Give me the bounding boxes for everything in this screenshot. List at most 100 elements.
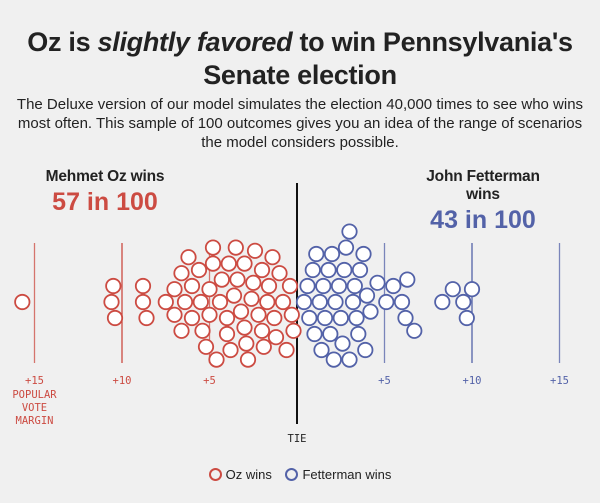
fetterman-outcome-dot — [357, 341, 374, 359]
fetterman-odds: 43 in 100 — [430, 206, 536, 234]
oz-outcome-dot — [183, 277, 201, 295]
legend-oz-label: Oz wins — [225, 467, 272, 482]
title-emphasis: slightly favored — [97, 27, 293, 57]
fetterman-outcome-dot — [385, 277, 402, 295]
oz-outcome-dot — [227, 239, 244, 256]
fetterman-outcome-dot — [406, 322, 423, 339]
oz-outcome-dot — [278, 341, 295, 359]
fetterman-outcome-dot — [341, 223, 358, 240]
oz-outcome-dot — [232, 303, 250, 320]
fetterman-outcome-dot — [308, 245, 325, 263]
oz-outcome-dot — [201, 306, 218, 323]
oz-outcome-dot — [264, 249, 281, 266]
oz-outcome-dot — [138, 309, 155, 327]
oz-outcome-dot — [204, 255, 222, 272]
oz-outcome-dot — [281, 277, 299, 295]
tick-label-fetterman--5: +5 — [378, 375, 391, 387]
fetterman-outcome-dot — [330, 277, 348, 295]
fetterman-outcome-dot — [320, 261, 337, 279]
oz-outcome-dot — [271, 265, 288, 282]
title-post: to win Pennsylvania's Senate election — [203, 27, 573, 90]
fetterman-outcome-dot — [336, 261, 353, 279]
oz-outcome-dot — [180, 249, 197, 266]
oz-outcome-dot — [253, 261, 271, 279]
fetterman-outcome-dot — [393, 293, 411, 311]
fetterman-outcome-dot — [463, 281, 481, 298]
oz-summary: Mehmet Oz wins 57 in 100 — [40, 168, 170, 217]
oz-outcome-dot — [197, 338, 215, 355]
oz-outcome-dot — [218, 309, 236, 327]
oz-outcome-dot — [166, 281, 183, 298]
tick-label-oz-10: +10 — [113, 375, 132, 387]
legend-oz-circle-icon — [208, 468, 222, 481]
oz-outcome-dot — [173, 265, 190, 282]
oz-outcome-dot — [238, 335, 255, 352]
oz-outcome-dot — [157, 293, 174, 311]
axis-title-line: MARGIN — [16, 415, 54, 427]
fetterman-outcome-dot — [322, 325, 339, 343]
oz-outcome-dot — [239, 351, 257, 368]
fetterman-summary: John Fetterman wins 43 in 100 — [408, 168, 558, 235]
tick-label-tie: TIE — [288, 433, 307, 445]
oz-outcome-dot — [192, 293, 209, 311]
outcome-dots — [14, 223, 481, 368]
fetterman-outcome-dot — [323, 245, 341, 263]
oz-outcome-dot — [176, 293, 194, 311]
fetterman-outcome-dot — [344, 293, 362, 311]
oz-outcome-dot — [267, 329, 285, 346]
oz-outcome-dot — [266, 309, 283, 327]
fetterman-outcome-dot — [304, 261, 321, 279]
fetterman-outcome-dot — [378, 293, 395, 311]
tick-label-oz-5: +5 — [203, 375, 216, 387]
oz-outcome-dot — [105, 277, 122, 295]
fetterman-name: John Fetterman wins — [426, 168, 540, 203]
oz-outcome-dot — [259, 293, 276, 311]
fetterman-outcome-dot — [358, 287, 376, 304]
oz-outcome-dot — [211, 293, 229, 311]
fetterman-outcome-dot — [306, 325, 323, 343]
oz-outcome-dot — [106, 309, 124, 327]
oz-outcome-dot — [213, 271, 230, 288]
oz-outcome-dot — [173, 322, 190, 339]
oz-outcome-dot — [222, 341, 239, 359]
oz-outcome-dot — [201, 281, 218, 298]
legend: Oz wins Fetterman wins — [0, 467, 600, 484]
fetterman-outcome-dot — [295, 293, 313, 311]
subtitle: The Deluxe version of our model simulate… — [16, 96, 584, 151]
legend-fetterman-label: Fetterman wins — [302, 467, 392, 482]
oz-outcome-dot — [134, 277, 152, 295]
tick-label-fetterman--15: +15 — [550, 375, 569, 387]
fetterman-outcome-dot — [434, 293, 451, 311]
fetterman-outcome-dot — [315, 277, 332, 295]
fetterman-outcome-dot — [337, 239, 355, 256]
oz-outcome-dot — [250, 306, 267, 323]
oz-outcome-dot — [194, 322, 211, 339]
oz-outcome-dot — [285, 322, 302, 339]
fetterman-outcome-dot — [299, 277, 316, 295]
oz-name: Mehmet Oz wins — [45, 168, 165, 185]
fetterman-outcome-dot — [362, 303, 379, 320]
fetterman-outcome-dot — [455, 293, 472, 311]
oz-outcome-dot — [243, 290, 260, 307]
oz-outcome-dot — [236, 319, 253, 336]
oz-outcome-dot — [208, 351, 225, 368]
fetterman-outcome-dot — [369, 274, 386, 291]
oz-outcome-dot — [253, 322, 271, 339]
oz-outcome-dot — [134, 293, 152, 311]
fetterman-outcome-dot — [351, 261, 369, 279]
title-pre: Oz is — [27, 27, 98, 57]
oz-outcome-dot — [190, 261, 208, 279]
fetterman-outcome-dot — [313, 341, 330, 359]
oz-outcome-dot — [204, 239, 222, 256]
fetterman-outcome-dot — [325, 351, 342, 368]
fetterman-outcome-dot — [458, 309, 475, 327]
page-title: Oz is slightly favored to win Pennsylvan… — [0, 26, 600, 92]
fetterman-outcome-dot — [332, 309, 349, 327]
legend-item-oz: Oz wins — [208, 467, 272, 482]
oz-outcome-dot — [225, 287, 243, 304]
oz-outcome-dot — [220, 255, 237, 272]
oz-outcome-dot — [283, 306, 300, 323]
fetterman-outcome-dot — [397, 309, 414, 327]
fetterman-outcome-dot — [444, 281, 461, 298]
